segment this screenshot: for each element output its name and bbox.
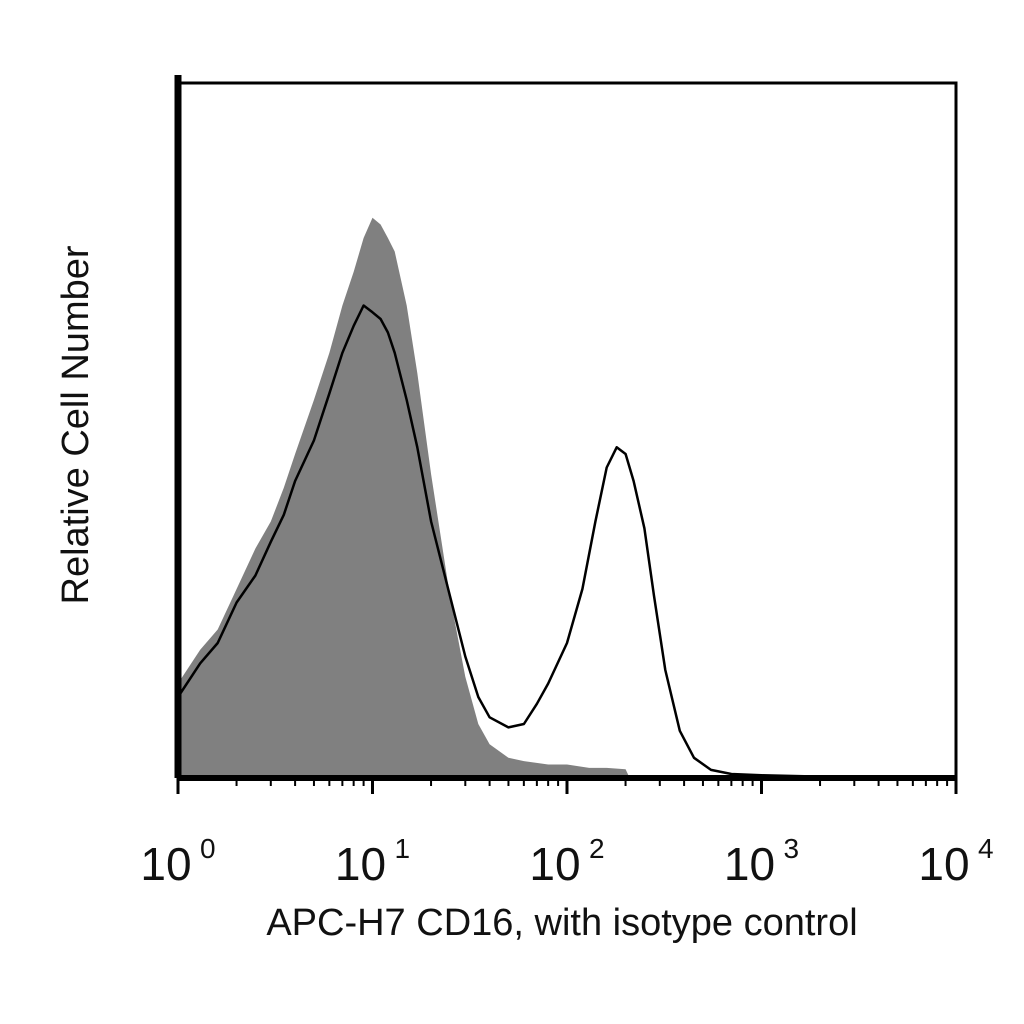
x-tick-label: 10 4 (918, 833, 993, 890)
x-tick-label: 10 0 (140, 833, 215, 890)
x-tick-label: 10 3 (724, 833, 799, 890)
x-tick-base: 10 (918, 838, 969, 890)
x-tick-label: 10 2 (529, 833, 604, 890)
x-axis-label: APC-H7 CD16, with isotype control (266, 902, 857, 944)
y-axis-label: Relative Cell Number (55, 245, 97, 604)
x-tick-exponent: 3 (784, 833, 800, 864)
x-tick-base: 10 (335, 838, 386, 890)
x-tick-exponent: 0 (200, 833, 216, 864)
x-axis-ticks: 10 0 10 1 10 2 10 3 10 4 (140, 778, 994, 890)
x-tick-exponent: 2 (589, 833, 605, 864)
x-tick-exponent: 4 (978, 833, 994, 864)
x-tick-exponent: 1 (395, 833, 411, 864)
cd16-stained-histogram (176, 304, 957, 780)
plot-area (176, 217, 957, 780)
x-tick-base: 10 (140, 838, 191, 890)
x-tick-label: 10 1 (335, 833, 410, 890)
x-tick-base: 10 (724, 838, 775, 890)
isotype-control-histogram (178, 217, 630, 779)
x-tick-base: 10 (529, 838, 580, 890)
